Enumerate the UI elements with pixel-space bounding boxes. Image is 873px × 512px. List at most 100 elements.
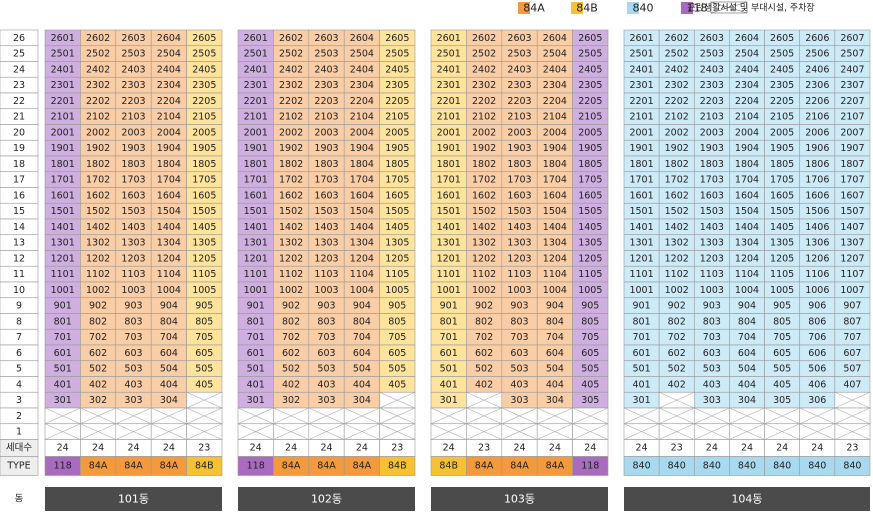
unit-number: 1905 [578, 143, 602, 154]
unit-number: 1704 [157, 175, 181, 186]
unit-number: 403 [703, 379, 721, 390]
unit-number: 2205 [770, 96, 794, 107]
unit-number: 2202 [665, 96, 689, 107]
unit-number: 901 [440, 301, 458, 312]
unit-number: 1102 [665, 269, 689, 280]
unit-number: 1801 [51, 159, 75, 170]
unit-number: 2105 [385, 112, 409, 123]
unit-type: 840 [808, 461, 826, 472]
unit-number: 904 [160, 301, 178, 312]
unit-number: 2103 [121, 112, 145, 123]
unit-number: 2201 [437, 96, 461, 107]
unit-number: 2603 [700, 33, 724, 44]
unit-type: 840 [703, 461, 721, 472]
unit-number: 1401 [51, 222, 75, 233]
unit-number: 1705 [578, 175, 602, 186]
unit-number: 2304 [543, 80, 567, 91]
unit-number: 704 [353, 332, 371, 343]
unit-number: 1002 [279, 285, 303, 296]
unit-number: 1005 [578, 285, 602, 296]
unit-number: 2604 [543, 33, 567, 44]
unit-number: 401 [247, 379, 265, 390]
unit-number: 2504 [543, 49, 567, 60]
unit-number: 703 [124, 332, 142, 343]
cross [764, 407, 800, 425]
cross [237, 423, 274, 440]
unit-number: 1307 [840, 238, 864, 249]
unit-count: 24 [163, 443, 175, 454]
unit-number: 1002 [86, 285, 110, 296]
unit-number: 2203 [700, 96, 724, 107]
unit-number: 2103 [314, 112, 338, 123]
unit-number: 301 [440, 395, 458, 406]
unit-number: 2402 [86, 64, 110, 75]
unit-number: 901 [633, 301, 651, 312]
unit-number: 702 [668, 332, 686, 343]
unit-number: 501 [54, 364, 72, 375]
unit-number: 1004 [543, 285, 567, 296]
legend-label: 84A [523, 2, 545, 15]
unit-number: 1805 [578, 159, 602, 170]
unit-number: 1002 [665, 285, 689, 296]
unit-number: 2204 [543, 96, 567, 107]
legend-label: 근린생활시설 및 부대시설, 주차장 [687, 2, 814, 14]
unit-number: 1101 [629, 269, 653, 280]
unit-number: 505 [388, 364, 406, 375]
unit-number: 2001 [244, 127, 268, 138]
cross [623, 423, 660, 440]
unit-number: 1303 [314, 238, 338, 249]
unit-number: 1604 [350, 190, 374, 201]
unit-number: 2202 [86, 96, 110, 107]
unit-number: 1901 [51, 143, 75, 154]
unit-number: 2102 [86, 112, 110, 123]
unit-number: 407 [843, 379, 861, 390]
cross [537, 407, 573, 425]
unit-number: 1801 [244, 159, 268, 170]
unit-number: 705 [388, 332, 406, 343]
unit-number: 1103 [314, 269, 338, 280]
unit-number: 802 [89, 316, 107, 327]
unit-number: 701 [247, 332, 265, 343]
unit-number: 2301 [437, 80, 461, 91]
unit-number: 303 [510, 395, 528, 406]
cross [659, 407, 695, 425]
unit-number: 1703 [121, 175, 145, 186]
unit-number: 1602 [665, 190, 689, 201]
unit-number: 405 [581, 379, 599, 390]
unit-number: 2202 [279, 96, 303, 107]
unit-number: 1604 [543, 190, 567, 201]
unit-number: 2501 [629, 49, 653, 60]
unit-number: 2602 [279, 33, 303, 44]
unit-count: 24 [92, 443, 104, 454]
unit-number: 602 [475, 348, 493, 359]
unit-number: 1001 [437, 285, 461, 296]
unit-number: 2401 [51, 64, 75, 75]
unit-number: 601 [633, 348, 651, 359]
unit-number: 1802 [86, 159, 110, 170]
unit-number: 505 [581, 364, 599, 375]
unit-number: 1501 [51, 206, 75, 217]
unit-number: 2201 [51, 96, 75, 107]
unit-number: 903 [510, 301, 528, 312]
unit-number: 504 [738, 364, 756, 375]
cross [729, 407, 765, 425]
unit-number: 1504 [157, 206, 181, 217]
unit-number: 1205 [385, 253, 409, 264]
unit-number: 304 [160, 395, 178, 406]
unit-count: 24 [127, 443, 139, 454]
unit-number: 806 [808, 316, 826, 327]
unit-number: 1702 [279, 175, 303, 186]
unit-number: 2106 [805, 112, 829, 123]
unit-type: 84B [388, 461, 407, 472]
unit-number: 805 [773, 316, 791, 327]
unit-type: 84B [195, 461, 214, 472]
floor-label: 21 [13, 112, 25, 123]
unit-number: 1701 [244, 175, 268, 186]
type-label: TYPE [6, 461, 30, 472]
unit-number: 1602 [279, 190, 303, 201]
cross [44, 423, 81, 440]
unit-number: 301 [633, 395, 651, 406]
unit-number: 1404 [157, 222, 181, 233]
unit-number: 801 [247, 316, 265, 327]
unit-number: 1202 [279, 253, 303, 264]
